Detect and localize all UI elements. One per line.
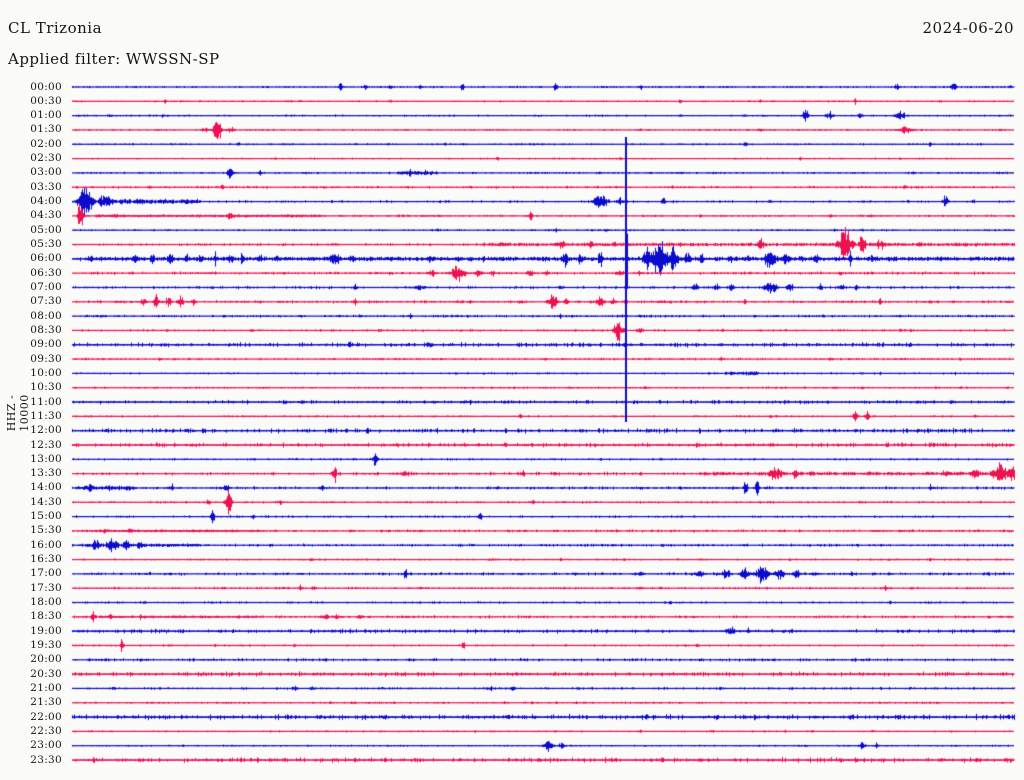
filter-label: Applied filter: WWSSN-SP bbox=[8, 50, 220, 68]
time-label-0030: 00:30 bbox=[30, 94, 62, 107]
time-label-1900: 19:00 bbox=[30, 624, 62, 637]
time-label-1400: 14:00 bbox=[30, 481, 62, 494]
time-label-1500: 15:00 bbox=[30, 510, 62, 523]
time-label-0600: 06:00 bbox=[30, 252, 62, 265]
time-label-2300: 23:00 bbox=[30, 739, 62, 752]
time-label-0730: 07:30 bbox=[30, 295, 62, 308]
time-label-1130: 11:30 bbox=[30, 409, 62, 422]
time-label-1000: 10:00 bbox=[30, 366, 62, 379]
time-label-1100: 11:00 bbox=[30, 395, 62, 408]
time-label-1800: 18:00 bbox=[30, 596, 62, 609]
time-label-1630: 16:30 bbox=[30, 553, 62, 566]
time-label-0830: 08:30 bbox=[30, 323, 62, 336]
time-label-0300: 03:00 bbox=[30, 166, 62, 179]
time-label-1430: 14:30 bbox=[30, 495, 62, 508]
time-label-0430: 04:30 bbox=[30, 209, 62, 222]
time-label-2130: 21:30 bbox=[30, 696, 62, 709]
time-label-2230: 22:30 bbox=[30, 724, 62, 737]
time-label-2330: 23:30 bbox=[30, 753, 62, 766]
time-label-2100: 21:00 bbox=[30, 681, 62, 694]
time-label-0100: 01:00 bbox=[30, 109, 62, 122]
time-label-0500: 05:00 bbox=[30, 223, 62, 236]
time-label-1330: 13:30 bbox=[30, 467, 62, 480]
time-label-0800: 08:00 bbox=[30, 309, 62, 322]
time-label-0330: 03:30 bbox=[30, 180, 62, 193]
time-label-1830: 18:30 bbox=[30, 610, 62, 623]
time-label-0400: 04:00 bbox=[30, 195, 62, 208]
time-label-0700: 07:00 bbox=[30, 280, 62, 293]
time-label-0630: 06:30 bbox=[30, 266, 62, 279]
time-label-0900: 09:00 bbox=[30, 338, 62, 351]
time-label-0530: 05:30 bbox=[30, 238, 62, 251]
time-label-1230: 12:30 bbox=[30, 438, 62, 451]
time-label-0200: 02:00 bbox=[30, 137, 62, 150]
time-label-2030: 20:30 bbox=[30, 667, 62, 680]
time-label-0930: 09:30 bbox=[30, 352, 62, 365]
time-label-1930: 19:30 bbox=[30, 638, 62, 651]
time-label-1300: 13:00 bbox=[30, 452, 62, 465]
time-label-1530: 15:30 bbox=[30, 524, 62, 537]
time-label-0130: 01:30 bbox=[30, 123, 62, 136]
time-label-1730: 17:30 bbox=[30, 581, 62, 594]
time-label-0230: 02:30 bbox=[30, 152, 62, 165]
time-label-1200: 12:00 bbox=[30, 424, 62, 437]
time-label-2000: 20:00 bbox=[30, 653, 62, 666]
time-label-1600: 16:00 bbox=[30, 538, 62, 551]
time-label-2200: 22:00 bbox=[30, 710, 62, 723]
date-label: 2024-06-20 bbox=[922, 19, 1014, 37]
time-label-1030: 10:30 bbox=[30, 381, 62, 394]
station-title: CL Trizonia bbox=[8, 19, 103, 37]
time-label-1700: 17:00 bbox=[30, 567, 62, 580]
time-label-0000: 00:00 bbox=[30, 80, 62, 93]
